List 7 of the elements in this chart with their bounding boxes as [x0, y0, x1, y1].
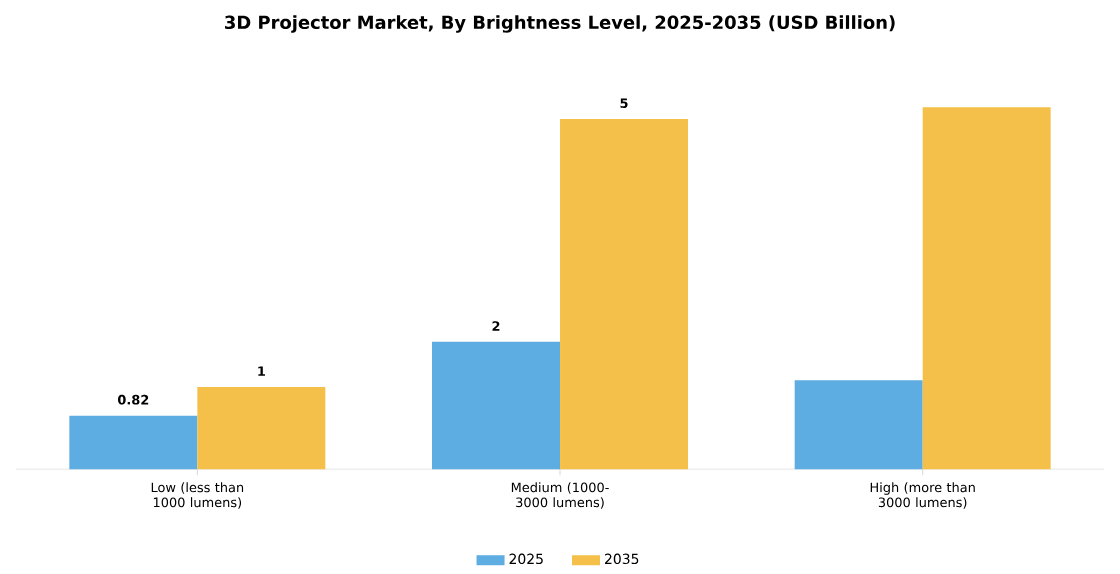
bar	[432, 341, 561, 469]
bar	[922, 106, 1051, 469]
bar	[197, 386, 326, 469]
bar	[69, 415, 198, 469]
bar	[560, 118, 689, 469]
bar	[794, 379, 923, 469]
chart-title: 3D Projector Market, By Brightness Level, 2025-2035 (USD Billion)	[225, 14, 895, 33]
